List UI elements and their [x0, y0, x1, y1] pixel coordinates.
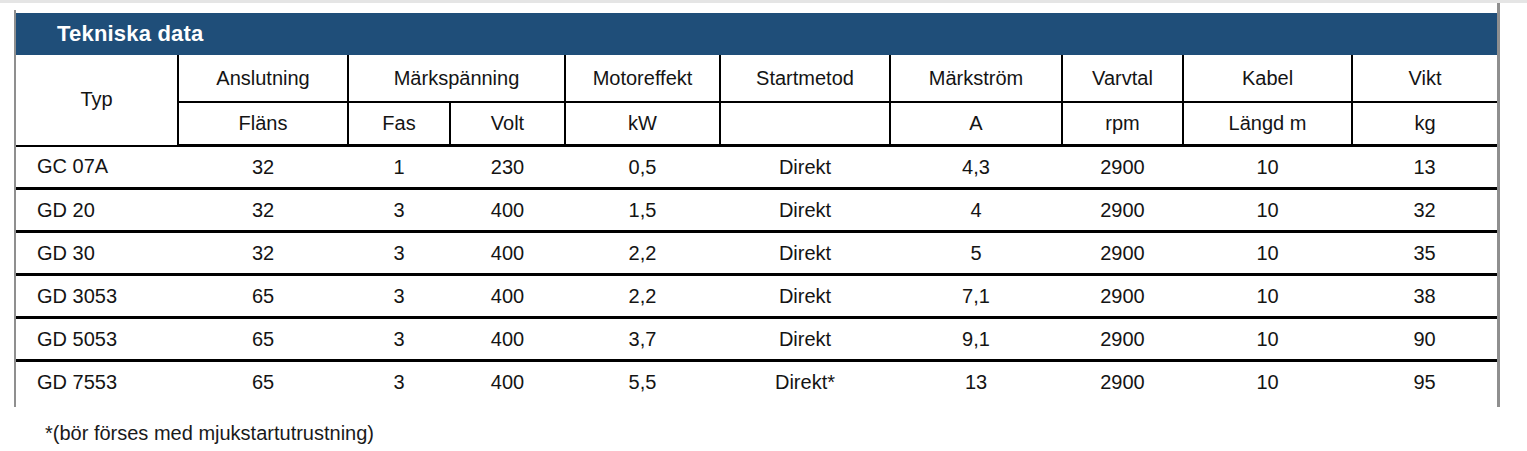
- cell-flans: 65: [178, 275, 348, 318]
- subheader-volt: Volt: [450, 102, 565, 146]
- cell-langd: 10: [1183, 189, 1352, 232]
- cell-flans: 65: [178, 318, 348, 361]
- col-header-anslutning: Anslutning: [178, 55, 348, 102]
- cell-kw: 3,7: [565, 318, 720, 361]
- cell-flans: 65: [178, 361, 348, 403]
- tekniska-data-table: Typ Anslutning Märkspänning Motoreffekt …: [16, 55, 1497, 402]
- cell-kg: 90: [1352, 318, 1497, 361]
- cell-langd: 10: [1183, 275, 1352, 318]
- cell-startmetod: Direkt: [720, 146, 890, 189]
- subheader-langd-m: Längd m: [1183, 102, 1352, 146]
- cell-typ: GD 20: [16, 189, 178, 232]
- cell-kg: 35: [1352, 232, 1497, 275]
- cell-ampere: 9,1: [890, 318, 1062, 361]
- col-header-kabel: Kabel: [1183, 55, 1352, 102]
- table-title: Tekniska data: [57, 21, 203, 47]
- col-header-typ: Typ: [16, 55, 178, 146]
- footnote: *(bör förses med mjukstartutrustning): [45, 422, 374, 445]
- cell-ampere: 7,1: [890, 275, 1062, 318]
- subheader-kw: kW: [565, 102, 720, 146]
- header-row-1: Typ Anslutning Märkspänning Motoreffekt …: [16, 55, 1497, 102]
- subheader-flans: Fläns: [178, 102, 348, 146]
- cell-typ: GD 5053: [16, 318, 178, 361]
- cell-volt: 400: [450, 318, 565, 361]
- cell-kw: 5,5: [565, 361, 720, 403]
- cell-rpm: 2900: [1062, 275, 1183, 318]
- col-header-varvtal: Varvtal: [1062, 55, 1183, 102]
- cell-volt: 400: [450, 275, 565, 318]
- table-row: GD 30 32 3 400 2,2 Direkt 5 2900 10 35: [16, 232, 1497, 275]
- cell-rpm: 2900: [1062, 146, 1183, 189]
- col-header-motoreffekt: Motoreffekt: [565, 55, 720, 102]
- cell-kg: 32: [1352, 189, 1497, 232]
- cell-langd: 10: [1183, 146, 1352, 189]
- cell-flans: 32: [178, 189, 348, 232]
- subheader-kg: kg: [1352, 102, 1497, 146]
- cell-volt: 230: [450, 146, 565, 189]
- cell-flans: 32: [178, 232, 348, 275]
- cell-rpm: 2900: [1062, 232, 1183, 275]
- cell-startmetod: Direkt*: [720, 361, 890, 403]
- cell-typ: GD 7553: [16, 361, 178, 403]
- cell-volt: 400: [450, 361, 565, 403]
- cell-rpm: 2900: [1062, 189, 1183, 232]
- cell-kg: 38: [1352, 275, 1497, 318]
- cell-startmetod: Direkt: [720, 189, 890, 232]
- cell-startmetod: Direkt: [720, 318, 890, 361]
- cell-startmetod: Direkt: [720, 275, 890, 318]
- cell-kw: 2,2: [565, 232, 720, 275]
- cell-startmetod: Direkt: [720, 232, 890, 275]
- cell-fas: 1: [348, 146, 450, 189]
- cell-typ: GD 3053: [16, 275, 178, 318]
- cell-langd: 10: [1183, 232, 1352, 275]
- cell-langd: 10: [1183, 318, 1352, 361]
- cell-fas: 3: [348, 318, 450, 361]
- cell-volt: 400: [450, 189, 565, 232]
- table-row: GD 5053 65 3 400 3,7 Direkt 9,1 2900 10 …: [16, 318, 1497, 361]
- cell-typ: GC 07A: [16, 146, 178, 189]
- cell-fas: 3: [348, 189, 450, 232]
- table-row: GD 3053 65 3 400 2,2 Direkt 7,1 2900 10 …: [16, 275, 1497, 318]
- col-header-markstrom: Märkström: [890, 55, 1062, 102]
- col-header-vikt: Vikt: [1352, 55, 1497, 102]
- cell-ampere: 13: [890, 361, 1062, 403]
- cell-flans: 32: [178, 146, 348, 189]
- cell-ampere: 4,3: [890, 146, 1062, 189]
- cell-fas: 3: [348, 275, 450, 318]
- cell-kw: 2,2: [565, 275, 720, 318]
- subheader-rpm: rpm: [1062, 102, 1183, 146]
- cell-volt: 400: [450, 232, 565, 275]
- table-row: GD 20 32 3 400 1,5 Direkt 4 2900 10 32: [16, 189, 1497, 232]
- subheader-a: A: [890, 102, 1062, 146]
- cell-fas: 3: [348, 361, 450, 403]
- subheader-startmetod-empty: [720, 102, 890, 146]
- cell-kg: 95: [1352, 361, 1497, 403]
- document-page: Tekniska data Typ Anslutning Märkspännin…: [0, 0, 1527, 451]
- page-top-edge: [0, 0, 1527, 3]
- cell-fas: 3: [348, 232, 450, 275]
- cell-ampere: 5: [890, 232, 1062, 275]
- table-row: GC 07A 32 1 230 0,5 Direkt 4,3 2900 10 1…: [16, 146, 1497, 189]
- cell-rpm: 2900: [1062, 318, 1183, 361]
- table-title-bar: Tekniska data: [16, 13, 1497, 55]
- cell-kw: 0,5: [565, 146, 720, 189]
- cell-ampere: 4: [890, 189, 1062, 232]
- cell-rpm: 2900: [1062, 361, 1183, 403]
- cell-kg: 13: [1352, 146, 1497, 189]
- page-right-edge: [1497, 3, 1500, 407]
- table-row: GD 7553 65 3 400 5,5 Direkt* 13 2900 10 …: [16, 361, 1497, 403]
- header-row-2: Fläns Fas Volt kW A rpm Längd m kg: [16, 102, 1497, 146]
- cell-typ: GD 30: [16, 232, 178, 275]
- col-header-startmetod: Startmetod: [720, 55, 890, 102]
- cell-langd: 10: [1183, 361, 1352, 403]
- cell-kw: 1,5: [565, 189, 720, 232]
- subheader-fas: Fas: [348, 102, 450, 146]
- col-header-markspanning: Märkspänning: [348, 55, 565, 102]
